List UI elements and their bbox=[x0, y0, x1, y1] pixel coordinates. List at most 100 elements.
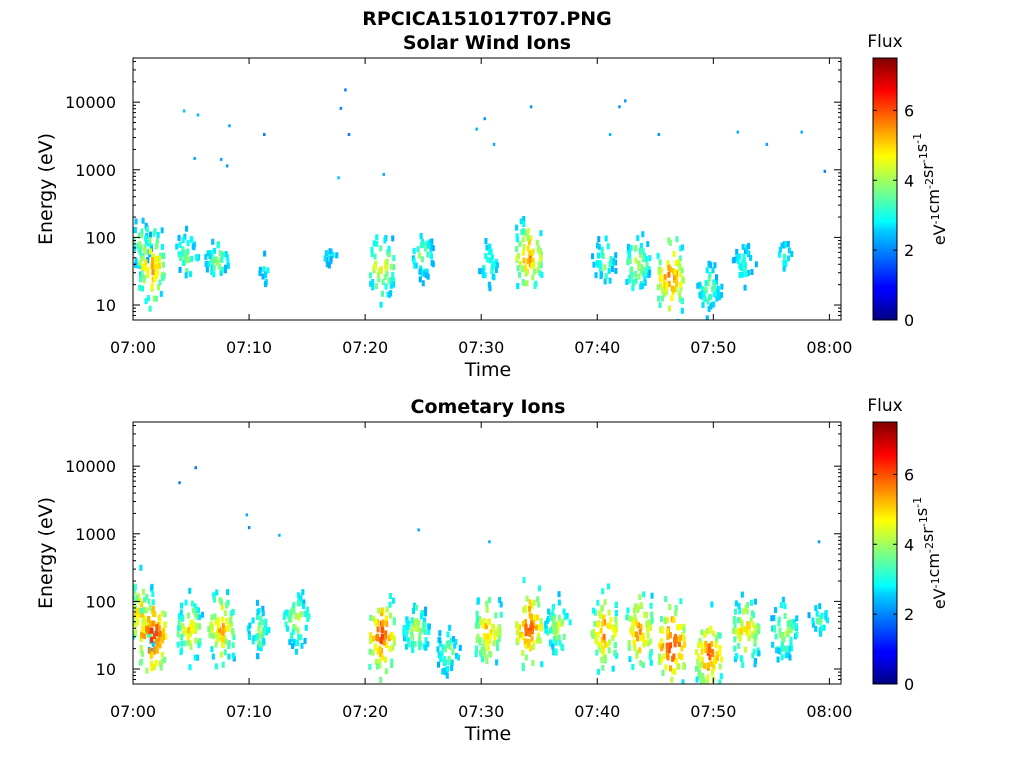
flux-pixel bbox=[599, 261, 603, 268]
flux-pixel bbox=[701, 286, 705, 293]
flux-pixel bbox=[186, 634, 190, 641]
y-tick-label: 10000 bbox=[65, 457, 116, 476]
flux-pixel bbox=[695, 665, 699, 672]
flux-pixel bbox=[389, 632, 393, 639]
flux-pixel bbox=[302, 599, 306, 606]
flux-pixel bbox=[378, 658, 382, 665]
y-tick-label: 1000 bbox=[75, 161, 116, 180]
flux-pixel bbox=[198, 614, 202, 621]
flux-pixel bbox=[522, 577, 526, 584]
flux-pixel bbox=[677, 663, 681, 670]
flux-pixel bbox=[716, 285, 720, 292]
flux-pixel bbox=[525, 280, 529, 287]
flux-pixel bbox=[285, 609, 289, 616]
flux-pixel bbox=[489, 249, 493, 256]
flux-pixel bbox=[425, 268, 429, 275]
flux-pixel bbox=[221, 623, 225, 630]
flux-pixel bbox=[256, 614, 260, 621]
flux-pixel bbox=[292, 608, 296, 615]
flux-pixel bbox=[677, 652, 681, 659]
flux-pixel bbox=[424, 606, 428, 613]
flux-pixel bbox=[218, 596, 222, 603]
flux-pixel bbox=[552, 635, 556, 642]
flux-pixel bbox=[522, 244, 526, 251]
flux-pixel bbox=[218, 250, 222, 257]
flux-pixel bbox=[291, 628, 295, 635]
flux-pixel bbox=[181, 631, 185, 637]
flux-pixel bbox=[216, 617, 220, 624]
flux-pixel bbox=[823, 169, 827, 173]
flux-pixel bbox=[373, 644, 377, 651]
flux-pixel bbox=[260, 640, 264, 647]
flux-pixel bbox=[133, 612, 137, 619]
flux-pixel bbox=[698, 281, 702, 288]
flux-pixel bbox=[144, 298, 148, 305]
flux-pixel bbox=[156, 231, 160, 238]
flux-pixel bbox=[212, 596, 216, 603]
flux-pixel bbox=[484, 253, 488, 259]
flux-pixel bbox=[129, 598, 132, 604]
flux-pixel bbox=[390, 277, 394, 284]
colorbar-unit: eV-1cm-2sr-1s-1 bbox=[911, 133, 949, 245]
flux-pixel bbox=[602, 637, 606, 644]
flux-pixel bbox=[544, 622, 548, 629]
flux-pixel bbox=[133, 588, 137, 595]
flux-pixel bbox=[733, 622, 737, 629]
flux-pixel bbox=[674, 610, 678, 617]
flux-pixel bbox=[523, 619, 527, 626]
flux-pixel bbox=[657, 268, 661, 275]
flux-pixel bbox=[720, 283, 724, 290]
axes-solar-wind: 07:00 07:10 07:20 07:30 07:40 07:50 08:00 10 100… bbox=[65, 58, 852, 357]
flux-pixel bbox=[431, 245, 435, 252]
flux-pixel bbox=[208, 632, 212, 639]
flux-pixel bbox=[537, 601, 541, 608]
flux-pixel bbox=[374, 260, 378, 267]
flux-pixel bbox=[134, 218, 138, 225]
flux-pixel bbox=[134, 622, 138, 629]
flux-pixel bbox=[448, 644, 452, 650]
flux-pixel bbox=[557, 599, 561, 606]
flux-pixel bbox=[551, 643, 555, 650]
flux-pixel bbox=[300, 642, 304, 649]
flux-pixel bbox=[143, 248, 147, 255]
flux-pixel bbox=[708, 654, 712, 661]
flux-pixel bbox=[160, 227, 164, 234]
flux-pixel bbox=[378, 651, 382, 658]
flux-pixel bbox=[139, 636, 143, 642]
colorbar-tick-label: 0 bbox=[904, 311, 914, 330]
colorbar-tick-label: 2 bbox=[904, 241, 914, 260]
flux-pixel bbox=[612, 259, 616, 266]
flux-pixel bbox=[210, 263, 214, 270]
flux-pixel bbox=[154, 257, 158, 264]
flux-pixel bbox=[672, 653, 676, 660]
flux-pixel bbox=[665, 642, 669, 649]
flux-pixel bbox=[392, 255, 396, 262]
flux-pixel bbox=[660, 287, 664, 294]
flux-pixel bbox=[374, 618, 378, 625]
flux-pixel bbox=[596, 621, 600, 628]
flux-pixel bbox=[150, 620, 154, 627]
flux-pixel bbox=[195, 606, 199, 613]
flux-pixel bbox=[521, 634, 525, 641]
flux-pixel bbox=[258, 270, 262, 277]
flux-pixel bbox=[788, 654, 792, 661]
flux-pixel bbox=[442, 657, 446, 664]
flux-pixel bbox=[451, 636, 455, 642]
colorbar-ticks: 0 2 4 6 bbox=[873, 465, 914, 694]
flux-pixel bbox=[151, 599, 155, 606]
y-tick-label: 100 bbox=[85, 228, 116, 247]
flux-pixel bbox=[668, 631, 672, 638]
flux-cluster bbox=[515, 577, 544, 671]
flux-pixel bbox=[389, 263, 393, 270]
flux-pixel bbox=[210, 268, 214, 275]
flux-pixel bbox=[185, 268, 189, 275]
flux-pixel bbox=[494, 267, 498, 273]
flux-pixel bbox=[183, 640, 187, 647]
flux-pixel bbox=[568, 619, 572, 626]
flux-pixel bbox=[740, 259, 744, 266]
flux-pixel bbox=[214, 663, 218, 670]
flux-pixel bbox=[696, 659, 700, 666]
flux-pixel bbox=[160, 658, 164, 665]
flux-pixel bbox=[496, 639, 500, 646]
flux-pixel bbox=[224, 251, 228, 258]
